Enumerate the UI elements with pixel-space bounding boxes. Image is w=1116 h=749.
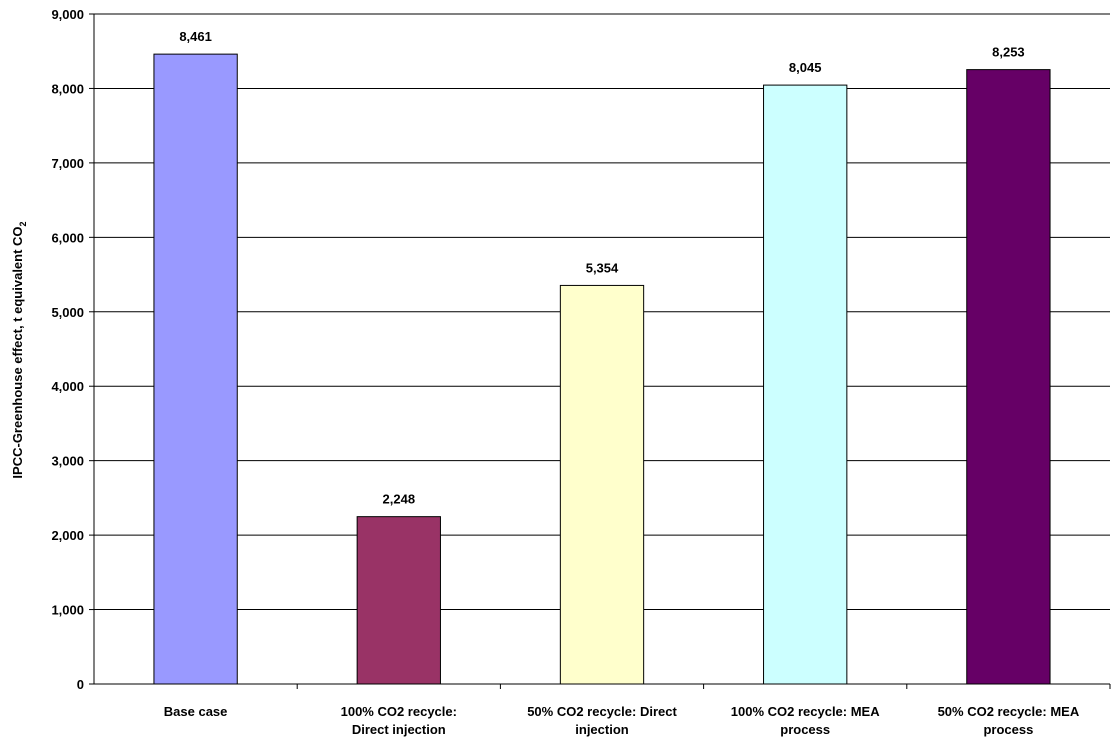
y-tick-label: 6,000 [51, 230, 84, 245]
x-tick-label: 100% CO2 recycle: [341, 704, 457, 719]
data-label: 5,354 [586, 260, 619, 275]
y-tick-label: 3,000 [51, 454, 84, 469]
y-axis-title-main: IPCC-Greenhouse effect, t equivalent CO [10, 226, 25, 478]
data-label: 8,045 [789, 60, 822, 75]
y-tick-label: 9,000 [51, 7, 84, 22]
x-tick-label: Direct injection [352, 722, 446, 737]
y-tick-label: 7,000 [51, 156, 84, 171]
data-label: 8,253 [992, 45, 1025, 60]
y-tick-label: 1,000 [51, 603, 84, 618]
y-tick-label: 0 [77, 677, 84, 692]
bar [153, 53, 238, 685]
y-tick-label: 5,000 [51, 305, 84, 320]
bar [356, 516, 441, 685]
axes [89, 13, 1111, 689]
y-axis-title-subscript: 2 [18, 221, 28, 226]
bar [966, 69, 1051, 685]
data-label: 8,461 [179, 29, 212, 44]
bars [153, 53, 1051, 685]
labels: 0 1,000 2,000 3,000 4,000 5,000 6,000 7,000 8,00… [51, 7, 1079, 737]
data-label: 2,248 [383, 492, 416, 507]
bar [559, 284, 645, 685]
x-tick-label: 50% CO2 recycle: MEA [938, 704, 1080, 719]
y-tick-label: 8,000 [51, 81, 84, 96]
x-tick-label: 50% CO2 recycle: Direct [527, 704, 677, 719]
y-tick-label: 2,000 [51, 528, 84, 543]
bar [763, 84, 848, 685]
x-tick-label: process [780, 722, 830, 737]
x-tick-label: Base case [164, 704, 228, 719]
y-tick-label: 4,000 [51, 379, 84, 394]
x-tick-label: injection [575, 722, 629, 737]
x-tick-label: 100% CO2 recycle: MEA [731, 704, 880, 719]
y-axis-title: IPCC-Greenhouse effect, t equivalent CO2 [10, 221, 28, 478]
x-tick-label: process [983, 722, 1033, 737]
